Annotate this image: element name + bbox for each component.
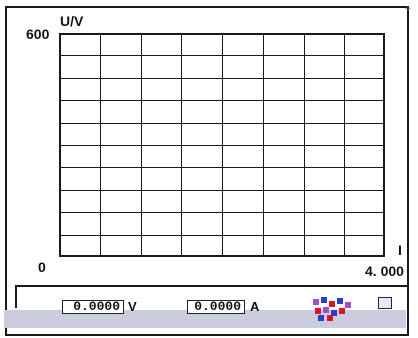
y-axis-label: U/V	[60, 13, 84, 29]
plot-grid-svg	[59, 33, 385, 257]
toolbar-icon[interactable]	[309, 295, 357, 321]
voltage-unit-label: V	[128, 299, 137, 314]
y-axis-min-label: 0	[38, 259, 46, 275]
current-unit-label: A	[250, 299, 260, 314]
window-button-icon[interactable]	[378, 297, 392, 309]
bottom-band	[4, 310, 406, 328]
readout-left-border	[15, 285, 17, 308]
current-readout: 0.0000	[187, 300, 245, 314]
readout-divider	[15, 285, 409, 287]
y-axis-max-label: 600	[26, 26, 50, 42]
plot-grid	[59, 33, 385, 257]
voltage-readout: 0.0000	[62, 300, 124, 314]
chart-frame	[5, 6, 409, 336]
x-axis-max-label: 4. 000	[365, 263, 404, 279]
corner-mark-icon: +	[405, 4, 411, 15]
x-axis-label: I	[398, 242, 402, 258]
